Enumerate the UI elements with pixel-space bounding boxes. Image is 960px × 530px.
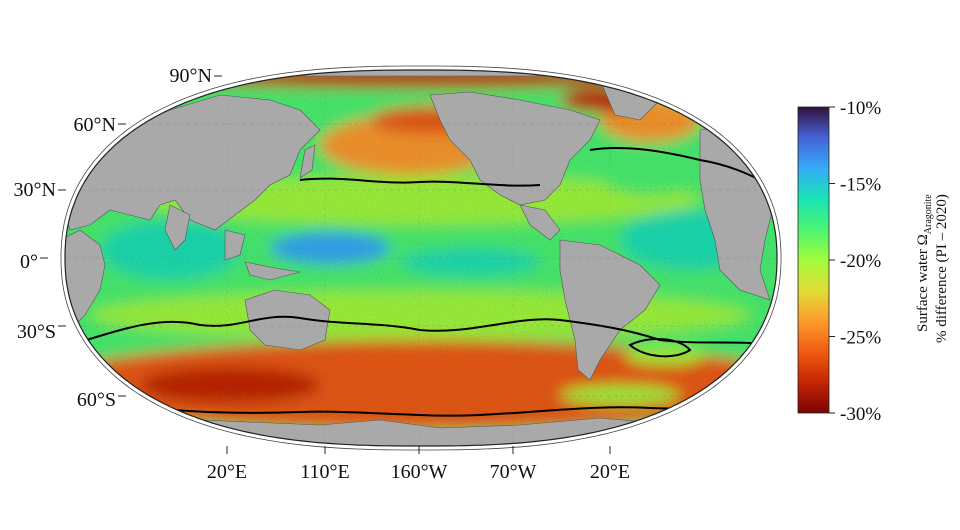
- colorbar-tick-label: -30%: [840, 404, 881, 425]
- land-polygon: [559, 239, 661, 381]
- land-polygon: [148, 70, 702, 77]
- colorbar-title-line1: Surface water ΩAragonite: [915, 194, 934, 332]
- contour-line: [299, 177, 541, 187]
- colorbar-tick-label: -20%: [840, 251, 881, 272]
- colorbar-ticks: [829, 106, 835, 414]
- contour-line: [589, 147, 761, 181]
- land-polygon: [244, 261, 301, 281]
- colorbar-title-line2: % difference (PI – 2020): [934, 194, 950, 343]
- land-polygon: [224, 229, 246, 261]
- lon-label-160w: 160°W: [391, 461, 448, 483]
- lat-label-30s: 30°S: [17, 321, 56, 343]
- colorbar-gradient: [797, 106, 830, 414]
- colorbar-tick-label: -25%: [840, 328, 881, 349]
- lat-label-60n: 60°N: [74, 114, 116, 136]
- land-polygon: [429, 91, 601, 206]
- lon-label-20e-right: 20°E: [590, 461, 630, 483]
- axis-ticks: [40, 75, 611, 454]
- colorbar-tick-labels: -10% -15% -20% -25% -30%: [840, 98, 881, 425]
- lon-label-110e: 110°E: [300, 461, 349, 483]
- land-polygon: [299, 144, 316, 179]
- lon-label-20e-left: 20°E: [207, 461, 247, 483]
- lat-label-90n: 90°N: [170, 65, 212, 87]
- contour-line: [628, 338, 692, 358]
- lat-label-60s: 60°S: [77, 389, 116, 411]
- land-polygon: [519, 204, 561, 241]
- globe-outline: [64, 69, 778, 447]
- land-polygon: [164, 204, 191, 251]
- lat-label-eq: 0°: [20, 251, 38, 273]
- graticule: [65, 70, 777, 446]
- globe-outline-outer: [60, 65, 782, 451]
- colorbar-tick-label: -10%: [840, 98, 881, 119]
- lon-label-70w: 70°W: [490, 461, 537, 483]
- lat-label-30n: 30°N: [14, 179, 56, 201]
- land-polygon: [89, 417, 761, 446]
- colorbar-tick-label: -15%: [840, 175, 881, 196]
- land-polygon: [244, 289, 331, 351]
- colorbar: -10% -15% -20% -25% -30% Surface water ΩArag…: [797, 98, 950, 425]
